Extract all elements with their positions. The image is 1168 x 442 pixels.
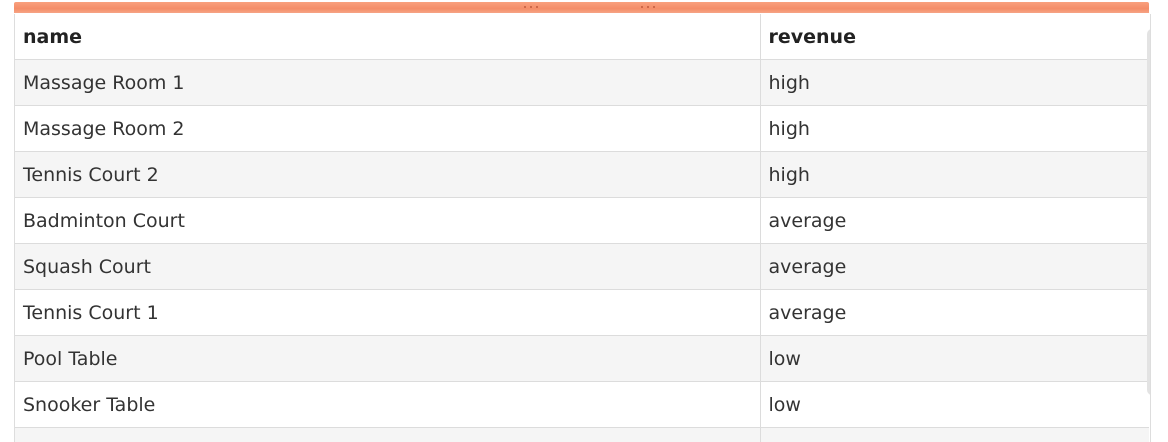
cell-name[interactable]: Massage Room 2 (15, 106, 760, 152)
results-table: name revenue Massage Room 1 high Massage… (15, 14, 1149, 442)
cell-revenue[interactable]: low (760, 336, 1149, 382)
table-row[interactable]: Badminton Court average (15, 198, 1149, 244)
vertical-scrollbar[interactable] (1146, 29, 1151, 397)
cell-name[interactable] (15, 428, 760, 442)
table-row[interactable]: Tennis Court 1 average (15, 290, 1149, 336)
cell-revenue[interactable]: average (760, 290, 1149, 336)
cell-revenue[interactable]: average (760, 244, 1149, 290)
cell-revenue[interactable]: low (760, 382, 1149, 428)
cell-revenue[interactable]: high (760, 152, 1149, 198)
cell-revenue[interactable]: average (760, 198, 1149, 244)
table-row[interactable]: Snooker Table low (15, 382, 1149, 428)
drag-handle-icon[interactable] (641, 6, 655, 9)
cell-name[interactable]: Tennis Court 2 (15, 152, 760, 198)
cell-name[interactable]: Snooker Table (15, 382, 760, 428)
cell-name[interactable]: Badminton Court (15, 198, 760, 244)
panel-resize-splitter[interactable] (14, 2, 1149, 13)
cell-name[interactable]: Pool Table (15, 336, 760, 382)
column-header-name[interactable]: name (15, 14, 760, 60)
table-row[interactable]: Pool Table low (15, 336, 1149, 382)
scrollbar-thumb[interactable] (1147, 29, 1151, 395)
table-header-row: name revenue (15, 14, 1149, 60)
column-header-revenue[interactable]: revenue (760, 14, 1149, 60)
cell-revenue[interactable] (760, 428, 1149, 442)
cell-revenue[interactable]: high (760, 106, 1149, 152)
table-row[interactable]: Massage Room 2 high (15, 106, 1149, 152)
table-row[interactable]: Tennis Court 2 high (15, 152, 1149, 198)
drag-handle-icon[interactable] (524, 6, 538, 9)
cell-revenue[interactable]: high (760, 60, 1149, 106)
cell-name[interactable]: Massage Room 1 (15, 60, 760, 106)
table-row[interactable] (15, 428, 1149, 442)
cell-name[interactable]: Squash Court (15, 244, 760, 290)
query-results-panel: name revenue Massage Room 1 high Massage… (14, 14, 1151, 442)
cell-name[interactable]: Tennis Court 1 (15, 290, 760, 336)
table-row[interactable]: Massage Room 1 high (15, 60, 1149, 106)
table-row[interactable]: Squash Court average (15, 244, 1149, 290)
